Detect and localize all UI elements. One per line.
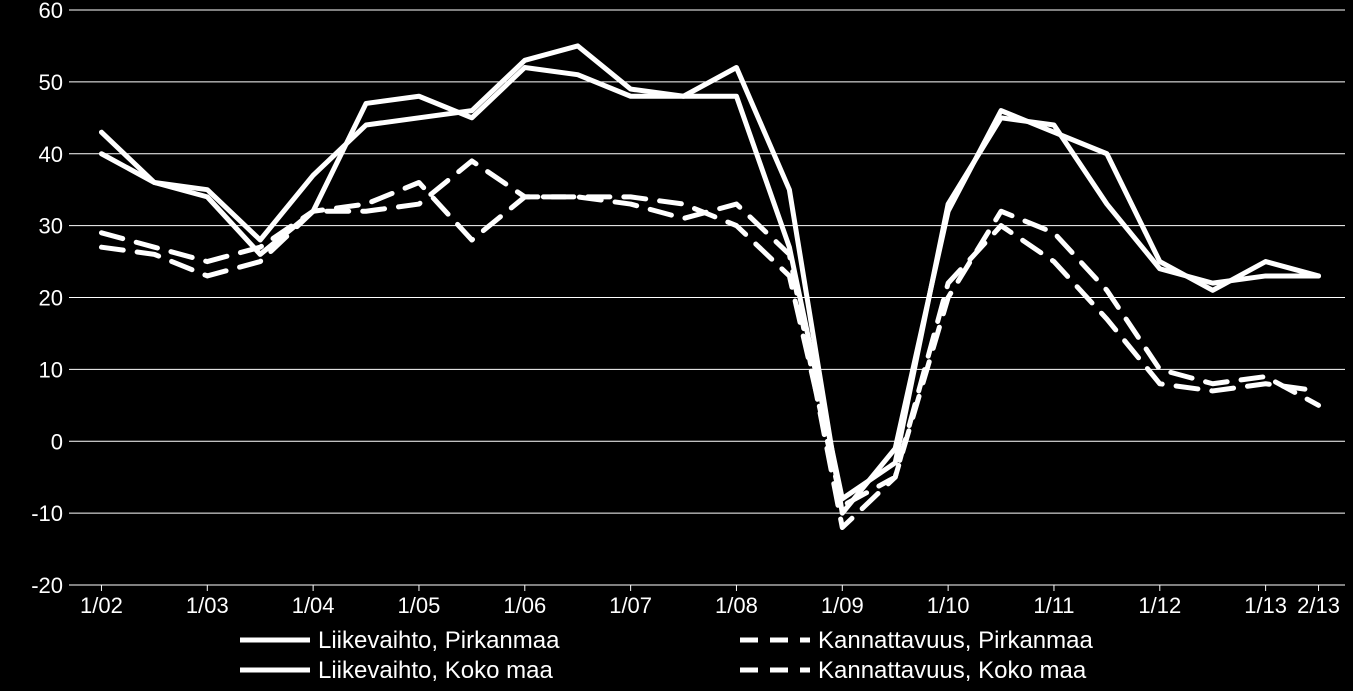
x-axis-label: 1/05: [398, 593, 441, 618]
y-axis-label: 40: [39, 142, 63, 167]
chart-svg: -20 -10 0 10 20 30 40 50 60 1/02 1/03 1/04 1/05 1/06 1…: [0, 0, 1353, 691]
x-axis-label: 1/06: [503, 593, 546, 618]
y-axis-label: 20: [39, 286, 63, 311]
x-axis-label: 1/02: [80, 593, 123, 618]
y-axis-label: 10: [39, 357, 63, 382]
y-axis-label: -20: [31, 573, 63, 598]
y-axis-label: 60: [39, 0, 63, 23]
y-axis-label: -10: [31, 501, 63, 526]
x-axis-label: 1/04: [292, 593, 335, 618]
legend-label: Kannattavuus, Pirkanmaa: [818, 627, 1093, 654]
y-axis-label: 30: [39, 214, 63, 239]
legend-label: Kannattavuus, Koko maa: [818, 657, 1087, 684]
x-axis-label: 1/12: [1138, 593, 1181, 618]
x-axis-label: 2/13: [1297, 593, 1340, 618]
x-axis-label: 1/07: [609, 593, 652, 618]
chart-background: [0, 0, 1353, 691]
y-axis-label: 50: [39, 70, 63, 95]
x-axis-label: 1/09: [821, 593, 864, 618]
x-axis-label: 1/03: [186, 593, 229, 618]
x-axis-label: 1/10: [927, 593, 970, 618]
x-axis-label: 1/11: [1033, 593, 1074, 618]
x-axis-label: 1/08: [715, 593, 758, 618]
legend-label: Liikevaihto, Koko maa: [318, 657, 553, 684]
line-chart: -20 -10 0 10 20 30 40 50 60 1/02 1/03 1/04 1/05 1/06 1…: [0, 0, 1353, 691]
y-axis-label: 0: [51, 429, 63, 454]
x-axis-label: 1/13: [1244, 593, 1287, 618]
legend-label: Liikevaihto, Pirkanmaa: [318, 627, 560, 654]
